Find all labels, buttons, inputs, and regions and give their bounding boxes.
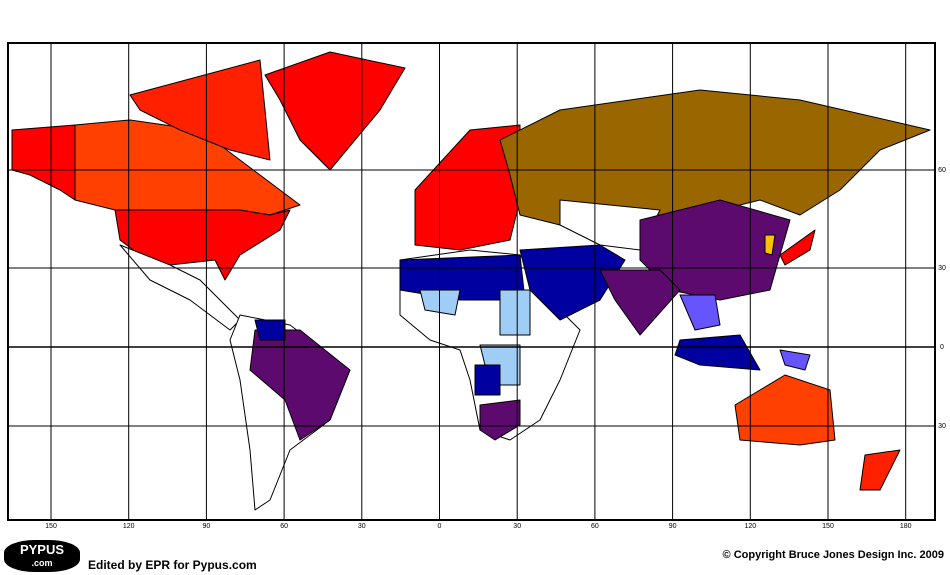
new-guinea xyxy=(779,349,811,371)
latitude-label: 30 xyxy=(938,265,946,272)
longitude-label: 30 xyxy=(358,523,366,530)
greenland xyxy=(264,51,406,171)
longitude-label: 180 xyxy=(900,523,912,530)
logo-text: PYPUS xyxy=(19,542,65,557)
venezuela xyxy=(254,319,286,341)
latitude-label: 60 xyxy=(938,167,946,174)
latitude-label: 0 xyxy=(940,344,944,351)
north-africa xyxy=(399,254,526,301)
logo-sub: .com xyxy=(31,558,53,568)
indonesia xyxy=(674,334,761,371)
graticule: 150 120 90 60 30 0 30 60 90 120 150 180 60 30 0 30 xyxy=(8,43,946,530)
longitude-label: 150 xyxy=(822,523,834,530)
india xyxy=(599,269,681,336)
indochina xyxy=(679,294,721,331)
arctic-islands xyxy=(129,59,271,161)
map-frame xyxy=(7,42,936,521)
land xyxy=(11,51,931,511)
longitude-label: 150 xyxy=(45,523,57,530)
sudan xyxy=(499,289,531,336)
central-asia xyxy=(559,199,661,251)
new-zealand xyxy=(859,449,901,491)
world-map: 150 120 90 60 30 0 30 60 90 120 150 180 60 30 0 30 xyxy=(7,42,946,530)
brazil xyxy=(249,329,351,441)
longitude-label: 90 xyxy=(669,523,677,530)
australia xyxy=(734,374,836,446)
alaska xyxy=(11,124,76,201)
russia xyxy=(499,89,931,226)
credit: Edited by EPR for Pypus.com xyxy=(88,558,257,572)
korea xyxy=(764,234,776,256)
longitude-label: 60 xyxy=(591,523,599,530)
longitude-label: 30 xyxy=(513,523,521,530)
longitude-label: 90 xyxy=(203,523,211,530)
europe xyxy=(414,124,521,251)
longitude-label: 0 xyxy=(438,523,442,530)
japan xyxy=(779,229,816,266)
copyright: © Copyright Bruce Jones Design Inc. 2009 xyxy=(722,549,944,561)
angola xyxy=(474,364,501,396)
longitude-label: 120 xyxy=(123,523,135,530)
longitude-label: 120 xyxy=(744,523,756,530)
china xyxy=(639,199,791,301)
latitude-label: 30 xyxy=(938,423,946,430)
longitude-label: 60 xyxy=(280,523,288,530)
logo: PYPUS .com xyxy=(4,540,80,572)
